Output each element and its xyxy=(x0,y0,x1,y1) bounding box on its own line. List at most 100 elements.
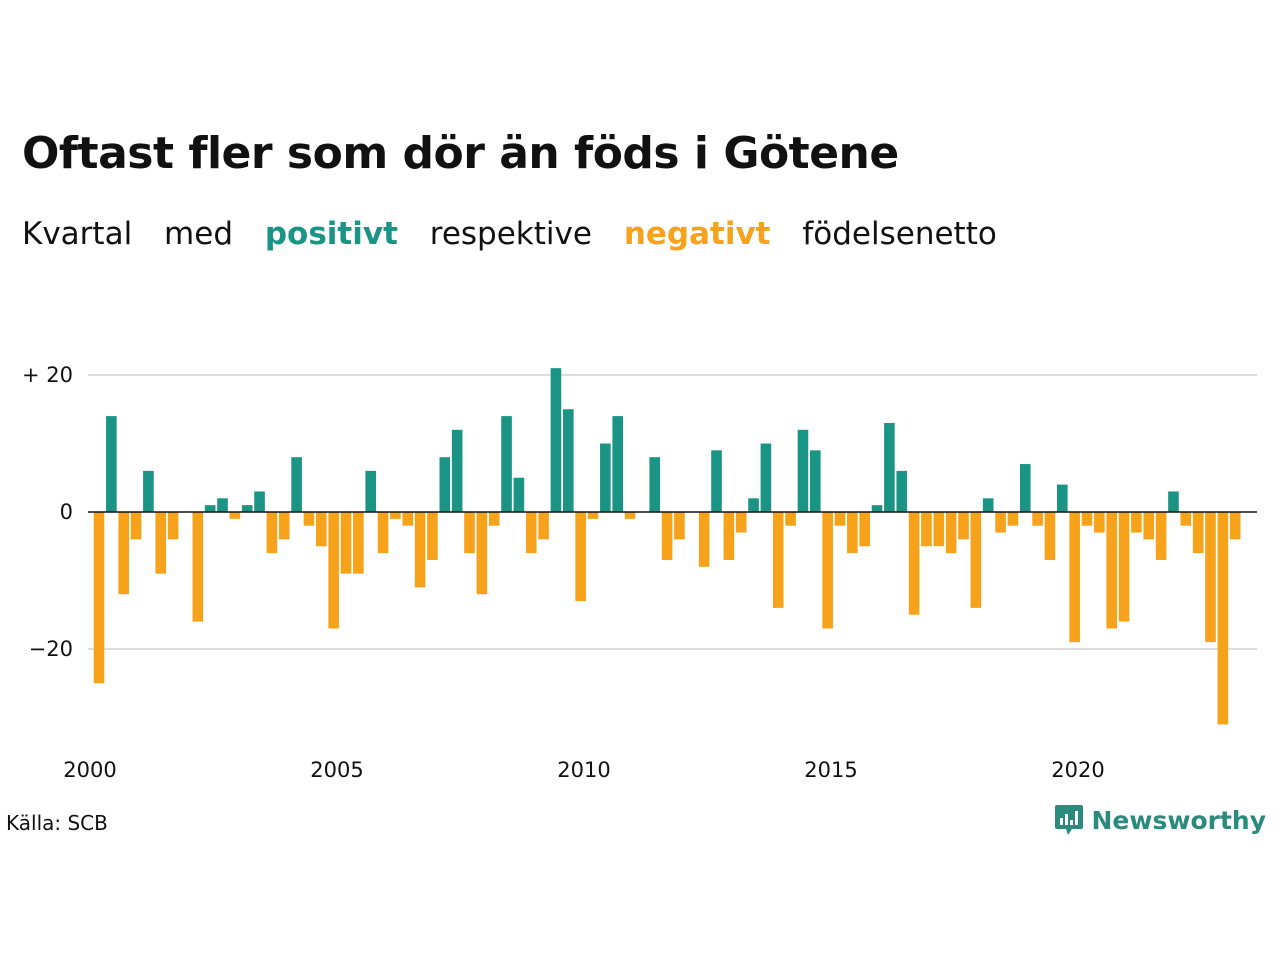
bar xyxy=(575,512,586,602)
subtitle-text-respectively: respektive xyxy=(429,216,592,252)
bar xyxy=(649,457,661,512)
chart-subtitle: Kvartal med positivt respektive negativt… xyxy=(22,216,1015,252)
bar xyxy=(735,512,747,533)
bar xyxy=(377,512,389,554)
bar xyxy=(303,512,315,526)
bar xyxy=(130,512,142,540)
bar xyxy=(229,512,241,519)
bar xyxy=(661,512,673,560)
brand-logo[interactable]: Newsworthy xyxy=(1054,803,1267,837)
y-axis-ticks: + 20 0 −20 xyxy=(22,363,73,661)
bar xyxy=(353,512,364,574)
bar xyxy=(1229,512,1241,540)
bar xyxy=(1094,512,1105,533)
bar xyxy=(1131,512,1142,533)
bar xyxy=(1007,512,1019,526)
bar xyxy=(291,457,302,512)
bar xyxy=(563,409,574,512)
bar xyxy=(266,512,278,554)
subtitle-legend-negative: negativt xyxy=(623,216,771,252)
subtitle-text-with: med xyxy=(164,216,233,252)
bar xyxy=(118,512,129,595)
bar xyxy=(328,512,339,629)
bar xyxy=(1155,512,1167,560)
bar xyxy=(859,512,870,547)
bar xyxy=(908,512,920,615)
bar xyxy=(600,443,611,512)
y-tick-label: + 20 xyxy=(22,363,73,387)
chart-title: Oftast fler som dör än föds i Götene xyxy=(22,128,899,179)
bar xyxy=(748,498,759,512)
bar xyxy=(155,512,167,574)
bar xyxy=(711,450,722,512)
bar xyxy=(1106,512,1117,629)
x-tick-label: 2000 xyxy=(63,758,116,782)
x-tick-label: 2005 xyxy=(310,758,363,782)
bar xyxy=(365,470,376,512)
bar xyxy=(884,422,895,512)
bar xyxy=(698,512,710,567)
bar xyxy=(143,470,154,512)
bar xyxy=(501,416,512,512)
bar xyxy=(1143,512,1155,540)
bar xyxy=(316,512,327,547)
bar xyxy=(921,512,932,547)
subtitle-legend-positive: positivt xyxy=(264,216,398,252)
bar xyxy=(772,512,784,608)
bar xyxy=(1032,512,1043,526)
bar xyxy=(847,512,858,554)
bar xyxy=(587,512,599,519)
bar xyxy=(488,512,500,526)
bar xyxy=(1069,512,1080,643)
bar xyxy=(525,512,537,554)
bar xyxy=(93,512,105,684)
bar xyxy=(612,416,623,512)
bar xyxy=(1118,512,1130,622)
bar xyxy=(871,505,883,512)
brand-name: Newsworthy xyxy=(1091,805,1267,835)
bar xyxy=(1192,512,1204,554)
bar xyxy=(834,512,846,526)
gridlines xyxy=(88,374,1257,650)
bar xyxy=(995,512,1006,533)
bar xyxy=(822,512,833,629)
bar xyxy=(106,416,117,512)
bar xyxy=(167,512,179,540)
bar xyxy=(513,477,525,512)
bar xyxy=(1057,484,1068,512)
bar xyxy=(1081,512,1093,526)
bar xyxy=(945,512,957,554)
bar xyxy=(451,429,463,512)
bar xyxy=(390,512,401,519)
bar xyxy=(810,450,821,512)
bar xyxy=(982,498,994,512)
bar xyxy=(1205,512,1216,643)
bar xyxy=(254,491,265,512)
bar xyxy=(933,512,945,547)
bar xyxy=(464,512,475,554)
bar xyxy=(550,368,562,512)
bar xyxy=(414,512,426,588)
x-tick-label: 2020 xyxy=(1051,758,1104,782)
bar xyxy=(340,512,352,574)
bar xyxy=(785,512,796,526)
bar xyxy=(402,512,414,526)
bar xyxy=(538,512,549,540)
x-tick-label: 2010 xyxy=(557,758,610,782)
bar xyxy=(896,470,908,512)
bar xyxy=(217,498,228,512)
bar xyxy=(427,512,438,560)
bar xyxy=(723,512,735,560)
bar xyxy=(1168,491,1179,512)
x-tick-label: 2015 xyxy=(804,758,857,782)
y-tick-label: −20 xyxy=(29,637,73,661)
bar xyxy=(958,512,969,540)
x-axis-ticks: 2000 2005 2010 2015 2020 xyxy=(63,758,1104,782)
bar xyxy=(278,512,290,540)
bar xyxy=(1180,512,1192,526)
bar xyxy=(241,505,253,512)
bar xyxy=(476,512,488,595)
bar xyxy=(760,443,772,512)
bar xyxy=(1044,512,1056,560)
bar xyxy=(797,429,809,512)
